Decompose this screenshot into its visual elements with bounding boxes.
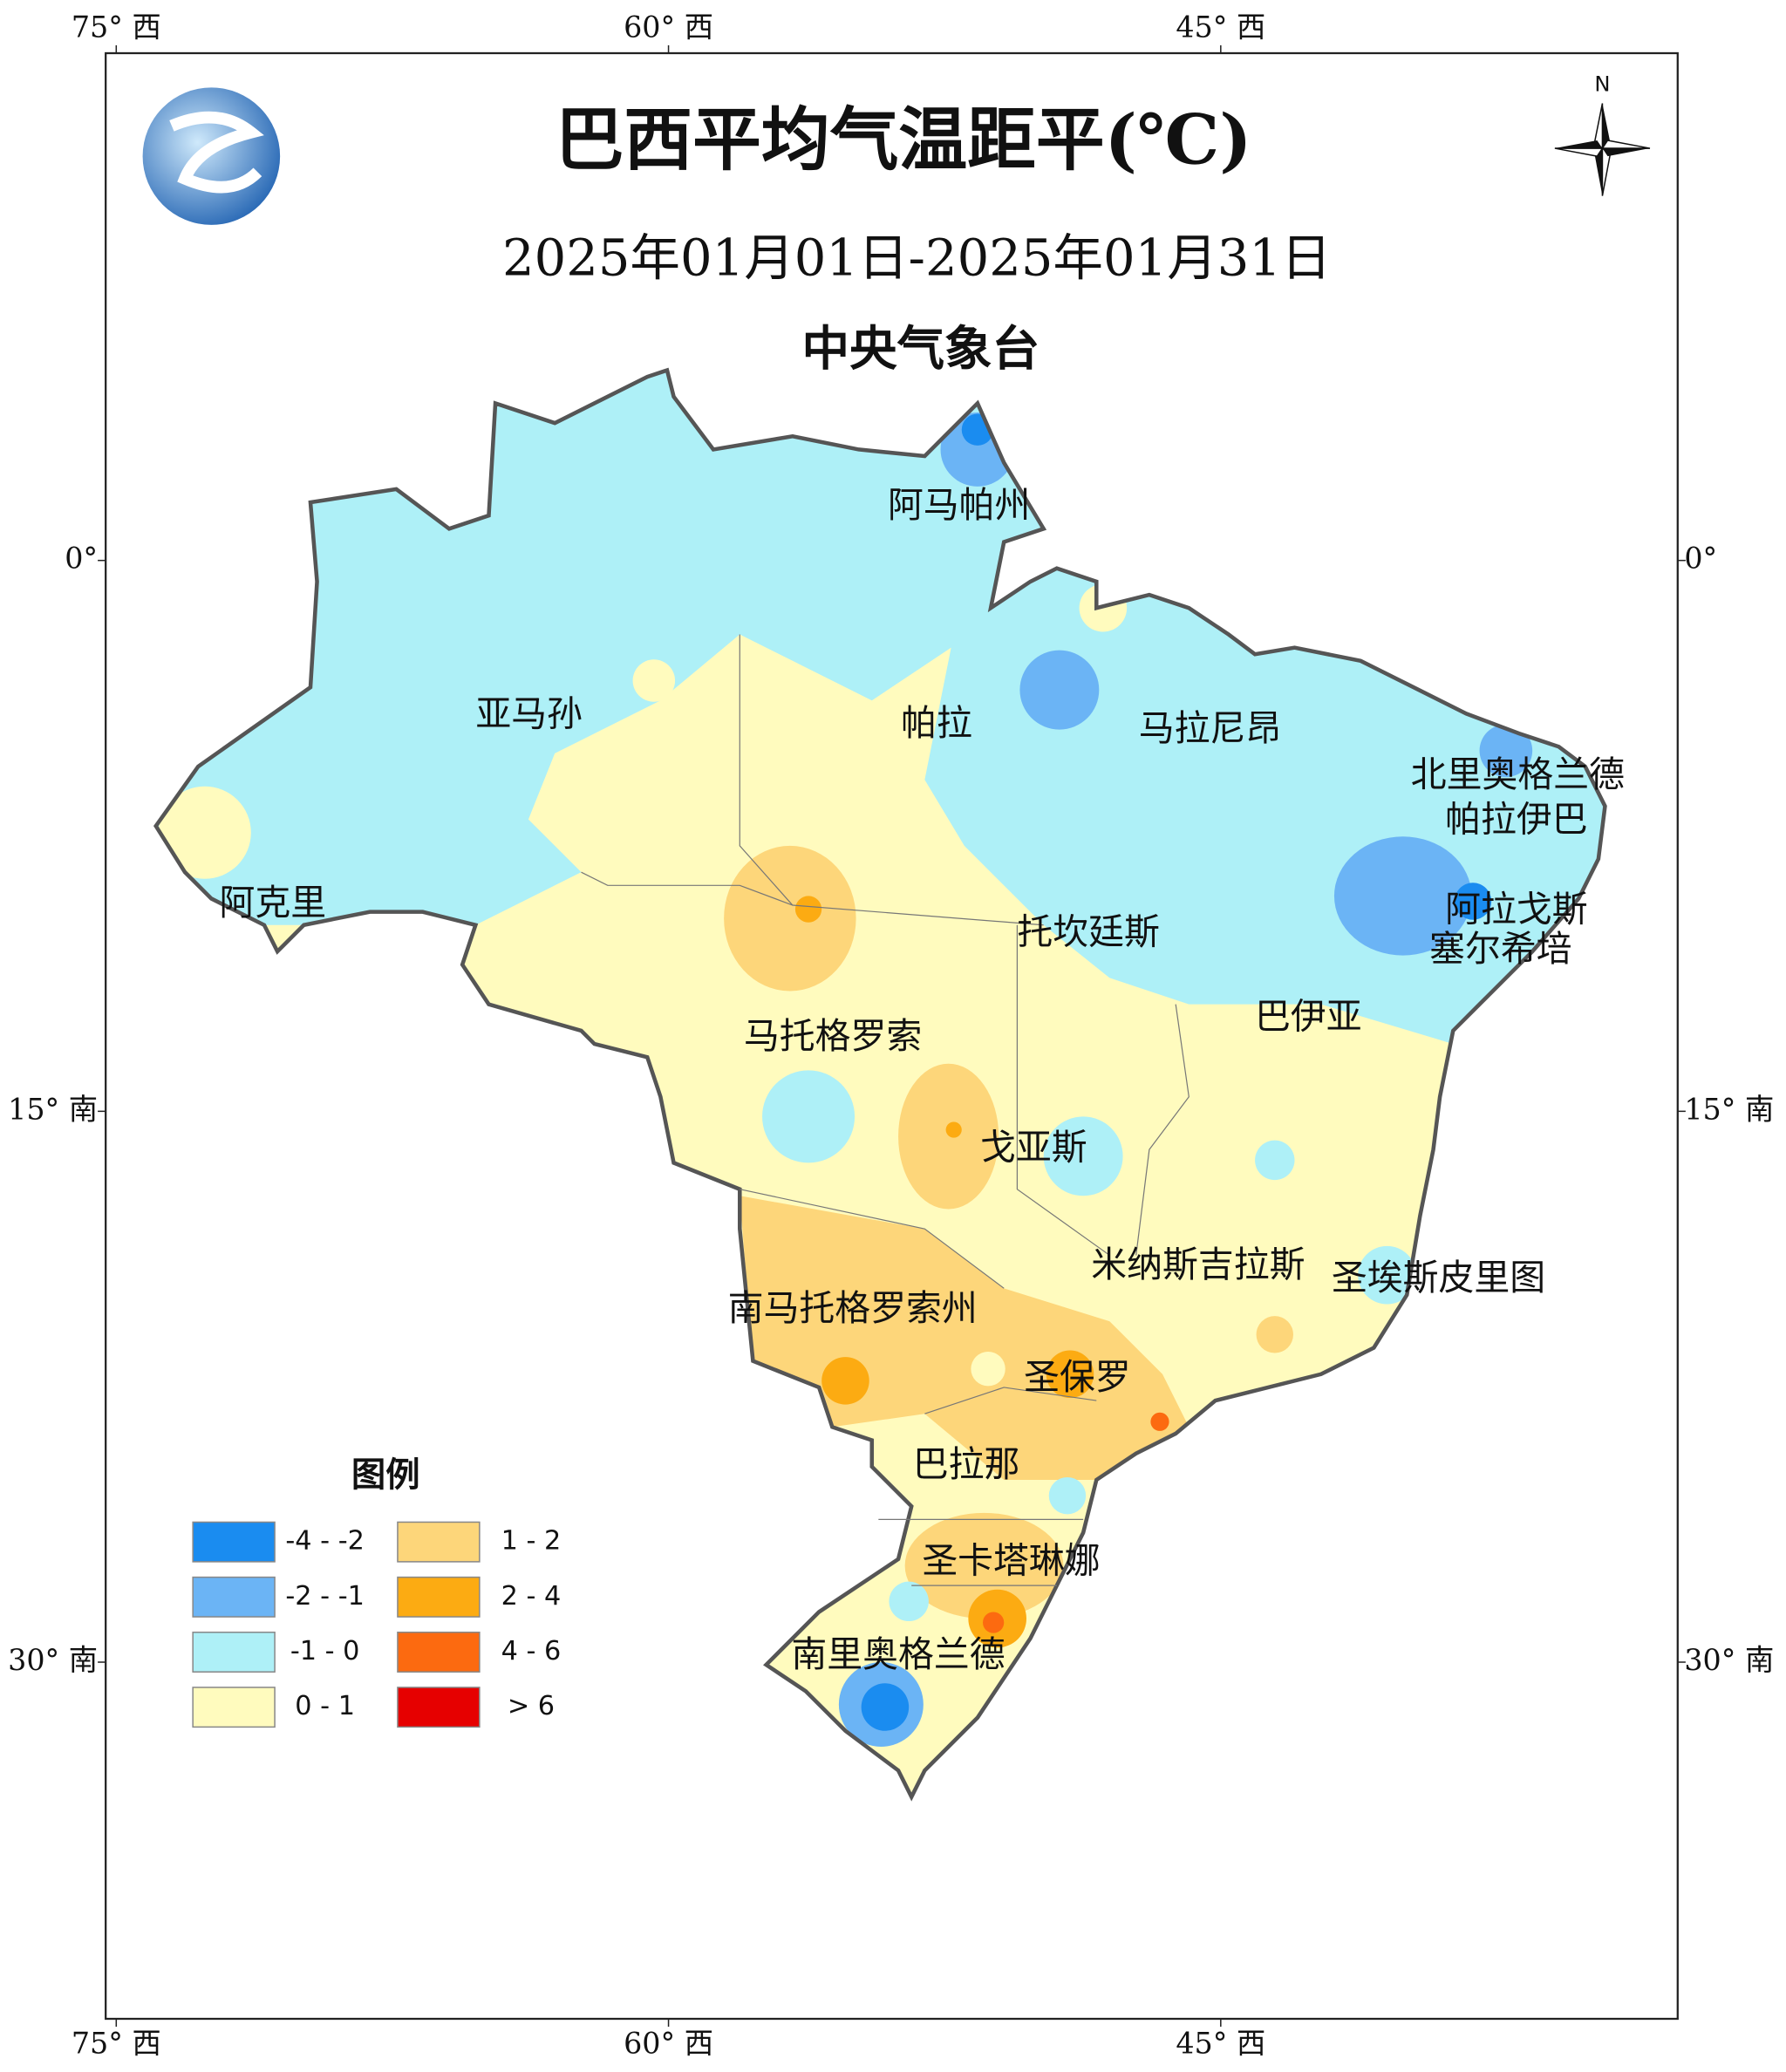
lon-label: 60° 西: [624, 2026, 713, 2060]
lat-label: 30° 南: [8, 1643, 98, 1677]
legend-label: 0 - 1: [295, 1691, 355, 1721]
region-label: 托坎廷斯: [1017, 910, 1160, 952]
region-label: 马托格罗索: [744, 1015, 922, 1057]
frame: [105, 51, 1679, 2021]
legend-label: -1 - 0: [290, 1636, 360, 1666]
issuer: 中央气象台: [802, 320, 1040, 376]
region-label: 巴拉那: [913, 1443, 1020, 1485]
lon-label: 75° 西: [72, 10, 161, 44]
legend-label: 4 - 6: [501, 1636, 562, 1666]
lon-label: 45° 西: [1176, 10, 1265, 44]
subtitle: 2025年01月01日-2025年01月31日: [502, 228, 1332, 287]
region-label: 北里奥格兰德: [1411, 753, 1625, 795]
lat-label: 15° 南: [8, 1092, 98, 1126]
region-label: 南里奥格兰德: [791, 1633, 1005, 1675]
legend-label: -2 - -1: [285, 1581, 365, 1612]
lat-label: 30° 南: [1684, 1643, 1774, 1677]
legend-swatch: [192, 1632, 276, 1673]
region-label: 圣埃斯皮里图: [1332, 1257, 1545, 1298]
legend-swatch: [397, 1687, 481, 1728]
lon-label: 60° 西: [624, 10, 713, 44]
country-border: [153, 367, 1607, 1802]
lat-label: 0°: [65, 542, 98, 576]
legend-label: -4 - -2: [285, 1526, 365, 1557]
region-label: 戈亚斯: [980, 1126, 1087, 1168]
region-label: 阿马帕州: [888, 484, 1031, 526]
region-label: 圣卡塔琳娜: [922, 1539, 1100, 1581]
region-label: 圣保罗: [1024, 1356, 1131, 1398]
compass-label: N: [1594, 72, 1610, 96]
legend-swatch: [397, 1632, 481, 1673]
legend-swatch: [192, 1576, 276, 1618]
legend-title: 图例: [351, 1455, 420, 1495]
state-borders: [581, 634, 1190, 1586]
region-label: 马拉尼昂: [1139, 707, 1282, 749]
title: 巴西平均气温距平(℃): [556, 99, 1252, 181]
lat-label: 0°: [1684, 542, 1717, 576]
region-label: 亚马孙: [475, 692, 583, 734]
region-label: 阿克里: [219, 882, 326, 924]
logo-mark: [169, 111, 264, 194]
legend-label: > 6: [508, 1691, 555, 1721]
region-label: 巴伊亚: [1255, 995, 1362, 1037]
region-labels: 阿马帕州 亚马孙 帕拉 马拉尼昂 北里奥格兰德 帕拉伊巴 阿克里 阿拉戈斯 托坎…: [219, 484, 1625, 1675]
region-label: 塞尔希培: [1429, 928, 1572, 970]
logo: [142, 87, 281, 225]
region-label: 南马托格罗索州: [728, 1287, 978, 1329]
region-label: 帕拉伊巴: [1445, 799, 1588, 841]
region-label: 阿拉戈斯: [1445, 889, 1588, 930]
legend-swatch: [397, 1576, 481, 1618]
lon-label: 75° 西: [72, 2026, 161, 2060]
legend-swatch: [192, 1687, 276, 1728]
region-label: 帕拉: [901, 702, 972, 744]
compass: N: [1554, 72, 1651, 196]
legend-swatch: [192, 1521, 276, 1563]
legend-swatch: [397, 1521, 481, 1563]
legend-label: 1 - 2: [501, 1526, 562, 1557]
legend-label: 2 - 4: [501, 1581, 562, 1612]
lat-label: 15° 南: [1684, 1092, 1774, 1126]
lon-label: 45° 西: [1176, 2026, 1265, 2060]
region-label: 米纳斯吉拉斯: [1091, 1244, 1305, 1285]
